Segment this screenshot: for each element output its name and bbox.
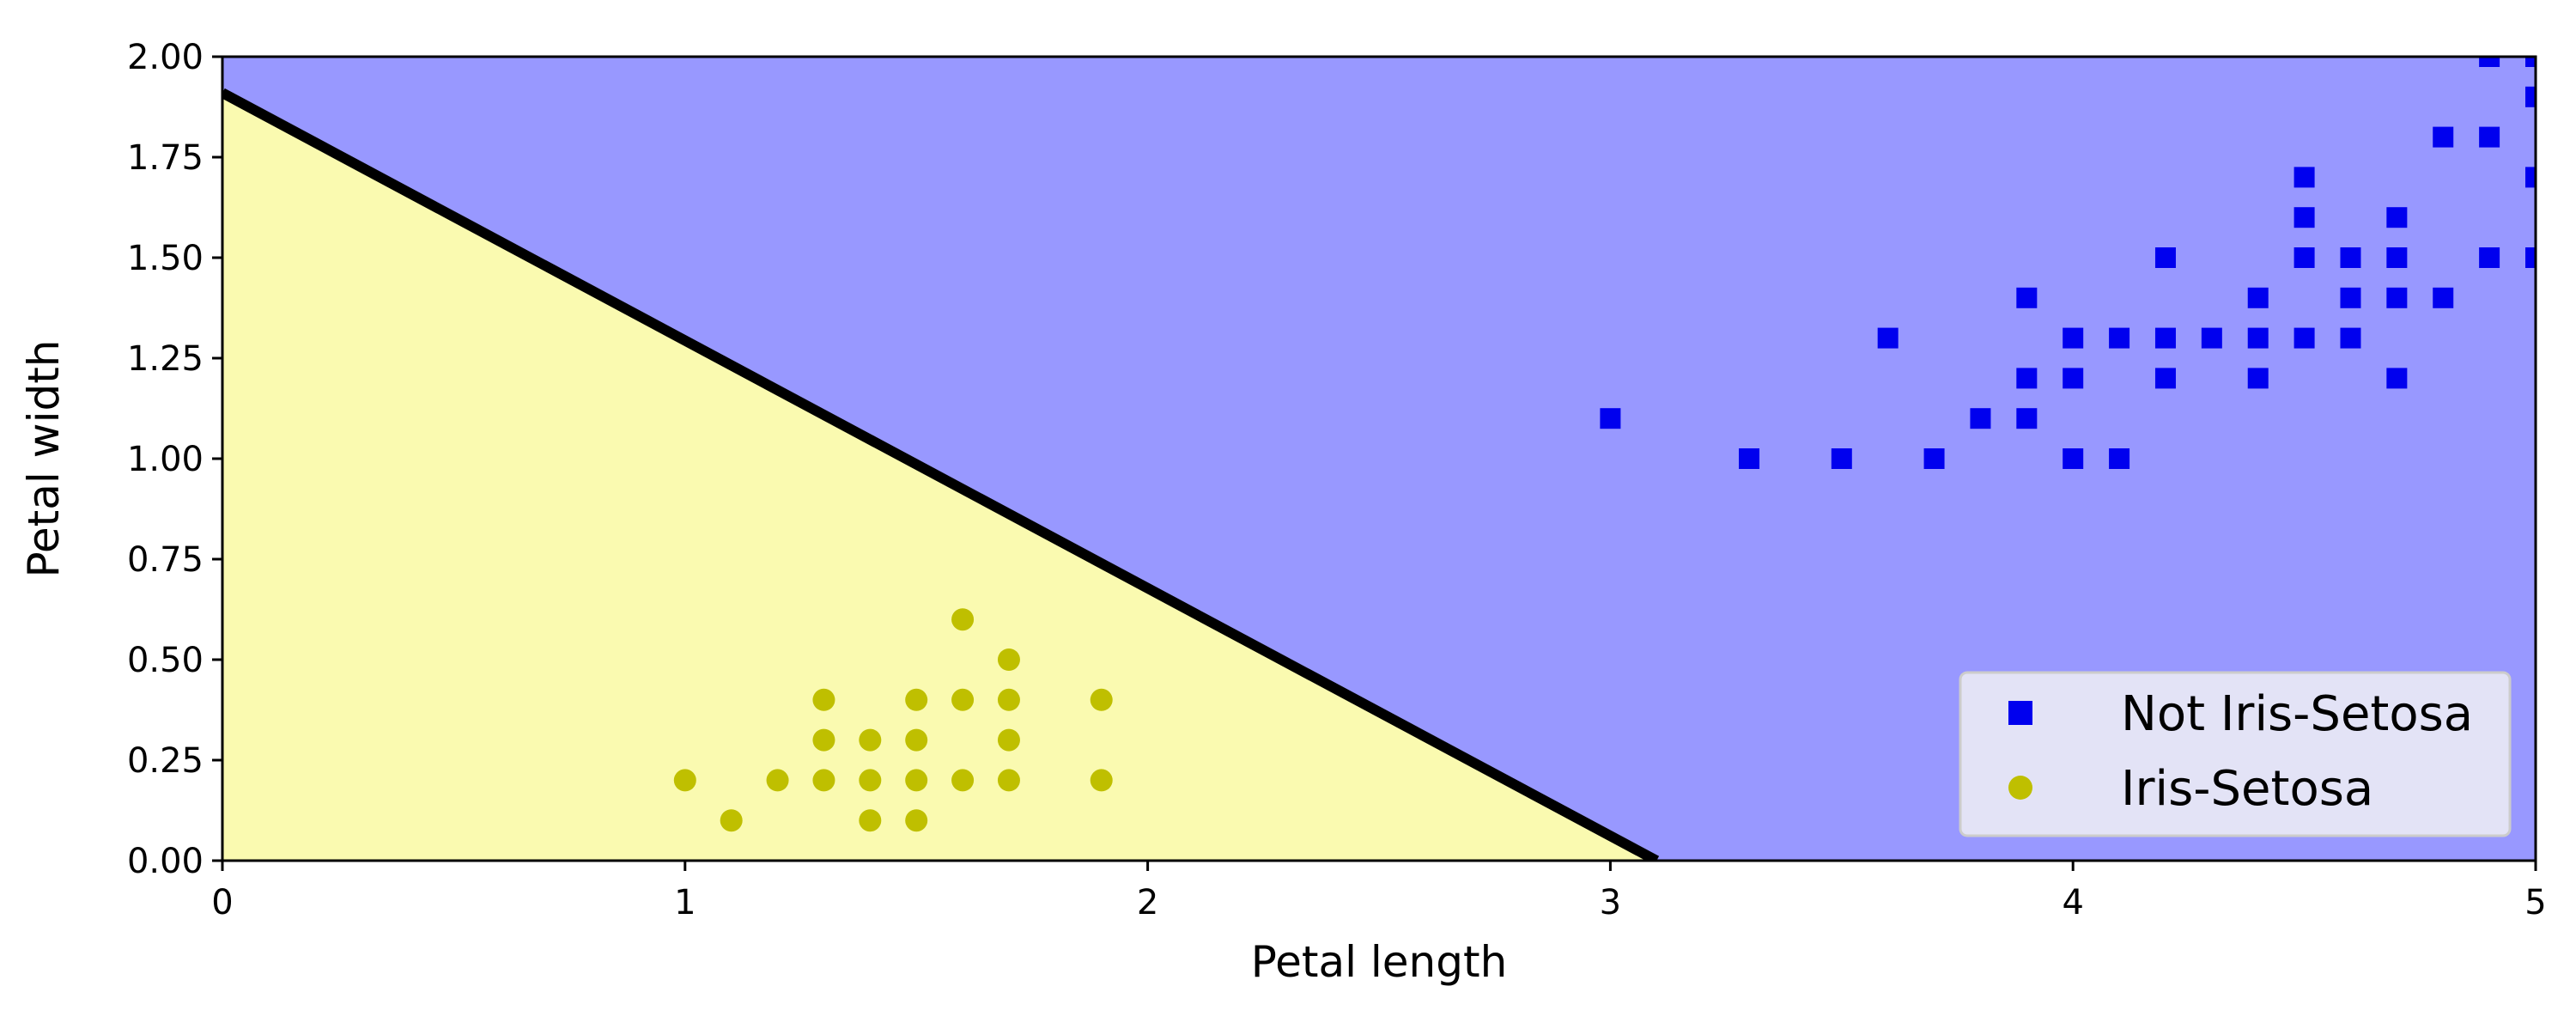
point-setosa: [905, 769, 928, 792]
y-axis: 0.00 0.25 0.50 0.75 1.00 1.25 1.50 1.75 2.00: [127, 38, 222, 881]
x-axis: 0 1 2 3 4 5: [211, 861, 2547, 922]
point-not-setosa: [2109, 327, 2130, 349]
x-axis-label: Petal length: [1251, 937, 1508, 987]
point-not-setosa: [2247, 327, 2269, 349]
legend-marker-circle: [2008, 776, 2032, 800]
point-not-setosa: [2016, 408, 2038, 429]
point-setosa: [997, 769, 1020, 792]
point-setosa: [997, 728, 1020, 752]
point-not-setosa: [2109, 448, 2130, 469]
point-not-setosa: [2479, 126, 2500, 148]
y-tick-label: 0.50: [127, 641, 204, 680]
x-tick-label: 4: [2062, 883, 2083, 922]
point-setosa: [1090, 688, 1113, 711]
y-tick-label: 1.50: [127, 239, 204, 278]
point-not-setosa: [1739, 448, 1760, 469]
point-not-setosa: [2386, 247, 2408, 268]
point-not-setosa: [2063, 368, 2084, 389]
y-tick-label: 1.25: [127, 339, 204, 379]
legend: Not Iris-Setosa Iris-Setosa: [1959, 671, 2512, 837]
point-setosa: [812, 728, 835, 752]
point-not-setosa: [2293, 167, 2315, 188]
point-setosa: [859, 728, 882, 752]
point-not-setosa: [1600, 408, 1621, 429]
point-not-setosa: [2386, 368, 2408, 389]
point-not-setosa: [2016, 368, 2038, 389]
point-setosa: [905, 728, 928, 752]
point-setosa: [1090, 769, 1113, 792]
point-not-setosa: [2525, 247, 2536, 268]
point-setosa: [859, 809, 882, 832]
legend-box: [1959, 671, 2512, 837]
point-not-setosa: [2433, 126, 2454, 148]
point-setosa: [951, 688, 975, 711]
x-tick-label: 0: [211, 883, 233, 922]
point-not-setosa: [2340, 287, 2361, 308]
point-not-setosa: [2293, 247, 2315, 268]
x-tick-label: 3: [1600, 883, 1621, 922]
point-setosa: [951, 608, 975, 631]
point-not-setosa: [1970, 408, 1991, 429]
point-not-setosa: [2201, 327, 2222, 349]
point-not-setosa: [2247, 368, 2269, 389]
y-tick-label: 0.00: [127, 842, 204, 881]
point-setosa: [812, 769, 835, 792]
x-tick-label: 5: [2524, 883, 2546, 922]
x-tick-label: 1: [674, 883, 696, 922]
point-not-setosa: [1923, 448, 1945, 469]
point-not-setosa: [2154, 327, 2176, 349]
decision-boundary-line: [222, 88, 1660, 861]
x-tick-label: 2: [1137, 883, 1158, 922]
point-not-setosa: [2340, 327, 2361, 349]
point-not-setosa: [2154, 247, 2176, 268]
point-not-setosa: [2479, 57, 2500, 67]
y-tick-label: 0.75: [127, 540, 204, 580]
point-not-setosa: [2525, 86, 2536, 107]
point-not-setosa: [2433, 287, 2454, 308]
point-not-setosa: [2386, 287, 2408, 308]
legend-label-not-iris-setosa: Not Iris-Setosa: [2121, 686, 2473, 742]
point-setosa: [997, 648, 1020, 671]
point-not-setosa: [1877, 327, 1899, 349]
point-not-setosa: [2479, 247, 2500, 268]
point-setosa: [905, 688, 928, 711]
y-axis-label: Petal width: [19, 340, 69, 578]
y-tick-label: 2.00: [127, 38, 204, 77]
y-tick-label: 1.00: [127, 440, 204, 479]
decision-boundary-layer: [222, 88, 1660, 861]
point-not-setosa: [2063, 327, 2084, 349]
point-not-setosa: [1831, 448, 1852, 469]
y-tick-label: 1.75: [127, 138, 204, 178]
point-setosa: [673, 769, 696, 792]
legend-marker-square: [2008, 701, 2032, 725]
data-points: [673, 57, 2536, 832]
point-setosa: [905, 809, 928, 832]
point-not-setosa: [2016, 287, 2038, 308]
point-setosa: [720, 809, 743, 832]
point-setosa: [812, 688, 835, 711]
point-not-setosa: [2154, 368, 2176, 389]
point-not-setosa: [2340, 247, 2361, 268]
point-setosa: [997, 688, 1020, 711]
point-not-setosa: [2525, 57, 2536, 67]
point-not-setosa: [2293, 207, 2315, 228]
point-not-setosa: [2525, 167, 2536, 188]
point-setosa: [951, 769, 975, 792]
point-not-setosa: [2063, 448, 2084, 469]
legend-label-iris-setosa: Iris-Setosa: [2121, 761, 2373, 817]
y-tick-label: 0.25: [127, 741, 204, 781]
point-setosa: [766, 769, 789, 792]
point-not-setosa: [2386, 207, 2408, 228]
point-setosa: [859, 769, 882, 792]
point-not-setosa: [2247, 287, 2269, 308]
point-not-setosa: [2293, 327, 2315, 349]
